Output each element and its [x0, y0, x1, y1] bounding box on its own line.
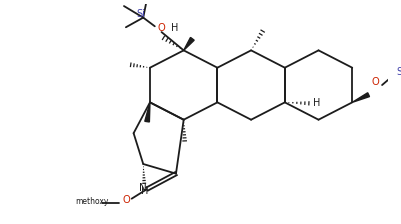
- Text: Si: Si: [395, 67, 401, 77]
- Text: N: N: [139, 183, 147, 193]
- Text: O: O: [122, 195, 130, 205]
- Text: Si: Si: [136, 9, 146, 19]
- Text: H: H: [171, 23, 178, 33]
- Text: H: H: [312, 98, 320, 108]
- Polygon shape: [351, 93, 369, 102]
- Polygon shape: [183, 37, 194, 50]
- Text: O: O: [157, 23, 165, 33]
- Polygon shape: [144, 102, 150, 122]
- Text: H: H: [141, 186, 148, 196]
- Text: methoxy: methoxy: [75, 197, 109, 206]
- Text: O: O: [371, 77, 378, 87]
